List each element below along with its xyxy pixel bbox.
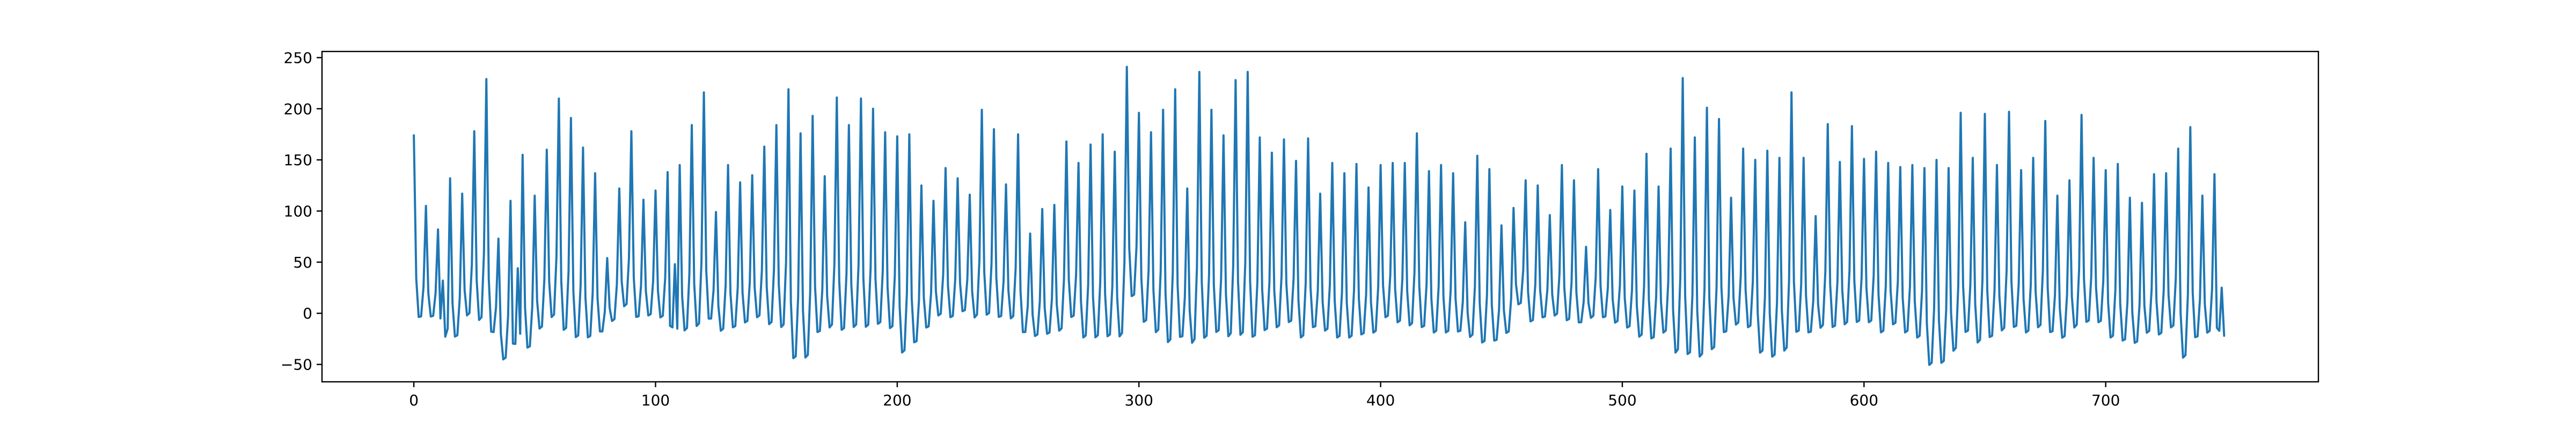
x-axis: 0 100 200 300 400 500 600 700	[409, 382, 2120, 409]
x-tick-label: 700	[2091, 391, 2120, 409]
x-tick-label: 0	[409, 391, 419, 409]
x-tick-label: 400	[1366, 391, 1395, 409]
y-tick-label: 100	[284, 203, 312, 220]
series-line	[413, 65, 2226, 366]
y-tick-label: 50	[293, 254, 312, 271]
x-tick-label: 600	[1850, 391, 1878, 409]
y-tick-label: 0	[303, 305, 312, 322]
x-tick-label: 100	[641, 391, 670, 409]
axes-frame	[321, 50, 2319, 383]
y-tick-label: 150	[284, 151, 312, 169]
y-axis: −50 0 50 100 150 200 250	[281, 49, 322, 374]
y-tick-label: 250	[284, 49, 312, 66]
y-tick-label: 200	[284, 100, 312, 118]
x-tick-label: 200	[883, 391, 911, 409]
y-tick-label: −50	[281, 356, 312, 374]
x-tick-label: 500	[1608, 391, 1636, 409]
x-tick-label: 300	[1125, 391, 1153, 409]
plot-area	[321, 50, 2319, 383]
